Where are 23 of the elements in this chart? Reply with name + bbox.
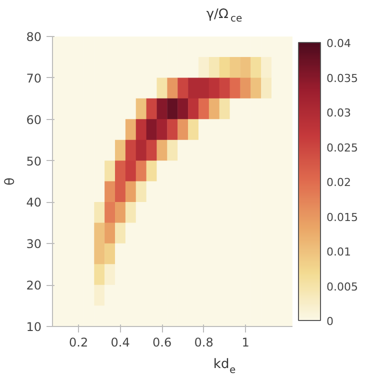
color-bar-label: 0.03 [326,106,351,120]
y-tick-label: 10 [26,320,42,334]
y-tick-label: 60 [26,112,42,127]
color-bar-label: 0.04 [326,37,351,50]
x-tick-label: 0.2 [69,336,88,350]
y-tick-label: 70 [26,71,42,86]
y-tick-label: 20 [26,278,42,293]
color-bar-label: 0.005 [326,280,358,294]
color-bar-label: 0.02 [326,176,351,189]
color-bar-label: 0 [326,315,334,328]
y-tick-label: 30 [26,237,42,252]
x-tick-label: 0.4 [110,336,130,350]
color-bar-label: 0.035 [326,72,358,85]
color-bar-label: 0.01 [326,246,351,258]
color-bar-label: 0.015 [326,210,358,224]
y-tick-label: 80 [26,30,42,44]
x-tick-label: 0.8 [194,336,214,350]
x-tick-label: 1 [242,336,250,350]
y-axis-title: θ [3,177,18,186]
x-tick-label: 0.6 [152,336,172,350]
y-tick-label: 50 [26,154,42,168]
y-tick-label: 40 [26,196,42,210]
color-bar-label: 0.025 [326,141,358,154]
